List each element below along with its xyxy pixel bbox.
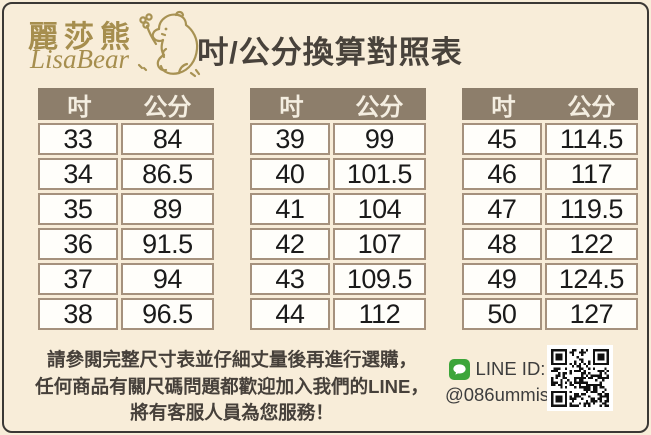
conversion-table-2: 吋 公分 39 99 40 101.5 41 104 42 107 43 109… [250, 88, 426, 330]
line-id-label: LINE ID: [475, 358, 546, 379]
cm-value: 101.5 [332, 158, 426, 190]
cm-value: 107 [332, 228, 426, 260]
line-contact-block: LINE ID: @086ummis [441, 358, 553, 406]
cm-value: 84 [120, 123, 214, 155]
inch-value: 38 [38, 298, 118, 330]
cm-column-header: 公分 [567, 93, 616, 121]
table-row: 47 119.5 [462, 193, 638, 225]
inch-column-header: 吋 [279, 93, 304, 121]
cm-column-header: 公分 [143, 93, 192, 121]
table-row: 46 117 [462, 158, 638, 190]
cm-value: 86.5 [120, 158, 214, 190]
inch-value: 37 [38, 263, 118, 295]
inch-column-header: 吋 [67, 93, 92, 121]
table-row: 48 122 [462, 228, 638, 260]
inch-value: 49 [462, 263, 542, 295]
cm-value: 96.5 [120, 298, 214, 330]
cm-value: 94 [120, 263, 214, 295]
table-header-row: 吋 公分 [250, 88, 426, 121]
table-row: 41 104 [250, 193, 426, 225]
cm-value: 124.5 [544, 263, 638, 295]
conversion-table-1: 吋 公分 33 84 34 86.5 35 89 36 91.5 37 94 [38, 88, 214, 330]
inch-value: 39 [250, 123, 330, 155]
line-id-value: @086ummis [444, 384, 550, 405]
cm-value: 109.5 [332, 263, 426, 295]
line-app-icon [448, 358, 470, 380]
cm-value: 104 [332, 193, 426, 225]
inch-value: 43 [250, 263, 330, 295]
conversion-table-3: 吋 公分 45 114.5 46 117 47 119.5 48 122 49 … [462, 88, 638, 330]
cm-value: 89 [120, 193, 214, 225]
brand-name-en: LisaBear [30, 44, 130, 74]
cm-value: 127 [544, 298, 638, 330]
table-header-row: 吋 公分 [462, 88, 638, 121]
cm-value: 99 [332, 123, 426, 155]
table-row: 36 91.5 [38, 228, 214, 260]
cm-value: 112 [332, 298, 426, 330]
inch-value: 42 [250, 228, 330, 260]
table-row: 44 112 [250, 298, 426, 330]
table-row: 43 109.5 [250, 263, 426, 295]
bear-illustration-icon [132, 4, 206, 89]
table-row: 38 96.5 [38, 298, 214, 330]
table-row: 39 99 [250, 123, 426, 155]
cm-column-header: 公分 [355, 93, 404, 121]
table-row: 45 114.5 [462, 123, 638, 155]
inch-value: 47 [462, 193, 542, 225]
inch-value: 44 [250, 298, 330, 330]
cm-value: 91.5 [120, 228, 214, 260]
cm-value: 117 [544, 158, 638, 190]
line-qr-code [547, 345, 613, 411]
cm-value: 114.5 [544, 123, 638, 155]
table-row: 42 107 [250, 228, 426, 260]
inch-value: 41 [250, 193, 330, 225]
inch-value: 33 [38, 123, 118, 155]
brand-name-zh: 麗莎熊 [28, 21, 136, 54]
inch-value: 48 [462, 228, 542, 260]
inch-value: 36 [38, 228, 118, 260]
page-title: 吋/公分換算對照表 [197, 35, 463, 70]
inch-value: 35 [38, 193, 118, 225]
inch-value: 45 [462, 123, 542, 155]
inch-value: 34 [38, 158, 118, 190]
cm-value: 122 [544, 228, 638, 260]
table-header-row: 吋 公分 [38, 88, 214, 121]
table-row: 35 89 [38, 193, 214, 225]
table-row: 50 127 [462, 298, 638, 330]
footer-note-line: 請參閱完整尺寸表並仔細丈量後再進行選購， [46, 349, 417, 370]
footer-note-line: 任何商品有關尺碼問題都歡迎加入我們的LINE， [35, 375, 429, 397]
footer-note: 請參閱完整尺寸表並仔細丈量後再進行選購， 任何商品有關尺碼問題都歡迎加入我們的L… [24, 347, 440, 427]
footer-note-line: 將有客服人員為您服務！ [130, 402, 334, 423]
inch-value: 50 [462, 298, 542, 330]
table-row: 34 86.5 [38, 158, 214, 190]
table-row: 33 84 [38, 123, 214, 155]
inch-value: 40 [250, 158, 330, 190]
table-row: 37 94 [38, 263, 214, 295]
inch-value: 46 [462, 158, 542, 190]
inch-column-header: 吋 [491, 93, 516, 121]
cm-value: 119.5 [544, 193, 638, 225]
conversion-tables: 吋 公分 33 84 34 86.5 35 89 36 91.5 37 94 [38, 88, 638, 330]
table-row: 40 101.5 [250, 158, 426, 190]
table-row: 49 124.5 [462, 263, 638, 295]
